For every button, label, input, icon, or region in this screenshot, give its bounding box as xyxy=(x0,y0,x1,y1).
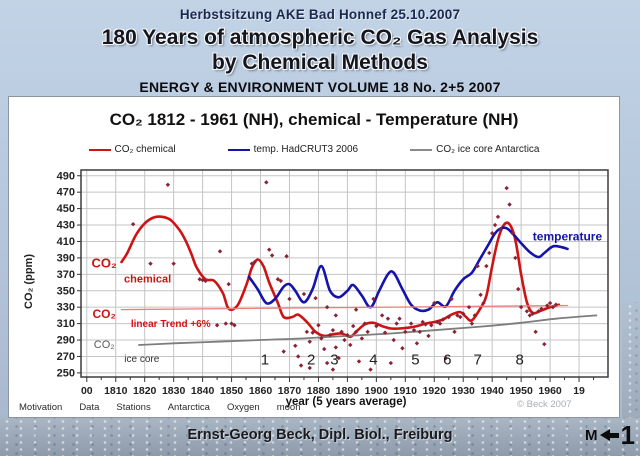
legend-item-ice-core: CO₂ ice core Antarctica xyxy=(410,144,540,155)
water-background xyxy=(0,418,640,456)
svg-text:CO₂: CO₂ xyxy=(92,307,115,321)
svg-text:19: 19 xyxy=(573,385,585,397)
svg-text:430: 430 xyxy=(57,220,75,232)
water-background-right xyxy=(622,302,640,418)
svg-text:ice core: ice core xyxy=(124,354,159,365)
svg-text:1910: 1910 xyxy=(394,385,418,397)
svg-text:1840: 1840 xyxy=(191,385,215,397)
svg-text:5: 5 xyxy=(411,352,419,369)
svg-text:1960: 1960 xyxy=(538,385,562,397)
legend-label: CO₂ chemical xyxy=(114,144,176,155)
svg-text:1850: 1850 xyxy=(220,385,244,397)
svg-text:6: 6 xyxy=(443,352,451,369)
svg-text:7: 7 xyxy=(474,352,482,369)
legend-label: CO₂ ice core Antarctica xyxy=(436,144,540,155)
svg-text:1810: 1810 xyxy=(104,385,128,397)
link-data[interactable]: Data xyxy=(79,402,100,413)
nav-page-number[interactable]: 1 xyxy=(620,420,635,450)
svg-text:8: 8 xyxy=(516,352,524,369)
svg-text:1: 1 xyxy=(261,352,269,369)
svg-text:1880: 1880 xyxy=(307,385,331,397)
footer-nav[interactable]: M 1 xyxy=(585,422,635,448)
svg-text:4: 4 xyxy=(369,352,377,369)
link-antarctica[interactable]: Antarctica xyxy=(167,402,210,413)
x-axis-label: year (5 years average) xyxy=(285,396,407,408)
svg-text:1920: 1920 xyxy=(423,385,447,397)
legend-item-chemical: CO₂ chemical xyxy=(88,144,176,155)
svg-text:1950: 1950 xyxy=(509,385,533,397)
co2-temperature-chart: 00 1810 1820 1830 1840 1850 1860 1870 1880 1890 19… xyxy=(57,169,609,397)
svg-text:250: 250 xyxy=(57,367,75,379)
blue-line-swatch xyxy=(227,148,250,151)
session-line: Herbstsitzung AKE Bad Honnef 25.10.2007 xyxy=(179,7,461,22)
svg-text:470: 470 xyxy=(57,187,75,199)
svg-text:330: 330 xyxy=(57,302,75,314)
slide-header: Herbstsitzung AKE Bad Honnef 25.10.2007 … xyxy=(0,0,640,95)
journal-line: ENERGY & ENVIRONMENT VOLUME 18 No. 2+5 2… xyxy=(139,79,501,95)
svg-text:290: 290 xyxy=(57,335,75,347)
nav-menu-button[interactable]: M xyxy=(585,426,598,444)
gray-line-swatch xyxy=(410,148,433,151)
svg-text:490: 490 xyxy=(57,170,75,182)
svg-text:linear Trend +6%: linear Trend +6% xyxy=(131,319,211,330)
svg-text:1900: 1900 xyxy=(365,385,389,397)
link-stations[interactable]: Stations xyxy=(116,402,151,413)
link-moon[interactable]: moon xyxy=(276,402,301,413)
svg-text:00: 00 xyxy=(81,385,93,397)
svg-text:450: 450 xyxy=(57,203,75,215)
svg-text:1860: 1860 xyxy=(249,385,273,397)
svg-text:350: 350 xyxy=(57,285,75,297)
chart-legend: CO₂ chemical temp. HadCRUT3 2006 CO₂ ice… xyxy=(9,144,619,155)
svg-text:1830: 1830 xyxy=(162,385,186,397)
svg-text:1890: 1890 xyxy=(336,385,360,397)
svg-text:310: 310 xyxy=(57,318,75,330)
author-credit: Ernst-Georg Beck, Dipl. Biol., Freiburg xyxy=(187,427,453,443)
red-line-swatch xyxy=(88,148,111,151)
svg-text:1930: 1930 xyxy=(452,385,476,397)
left-arrow-icon[interactable] xyxy=(599,429,619,442)
copyright-note: © Beck 2007 xyxy=(517,399,572,410)
slide-title-line2: by Chemical Methods xyxy=(212,51,428,74)
svg-text:270: 270 xyxy=(57,351,75,363)
svg-text:3: 3 xyxy=(330,352,338,369)
svg-text:1940: 1940 xyxy=(480,385,504,397)
chart-title: CO₂ 1812 - 1961 (NH), chemical - Tempera… xyxy=(109,110,519,129)
svg-text:370: 370 xyxy=(57,269,75,281)
legend-item-temperature: temp. HadCRUT3 2006 xyxy=(227,144,359,155)
svg-text:1870: 1870 xyxy=(278,385,302,397)
slide-nav-links: Motivation Data Stations Antarctica Oxyg… xyxy=(19,402,300,413)
y-axis-label: CO₂ (ppm) xyxy=(23,254,35,309)
svg-text:CO₂: CO₂ xyxy=(94,339,115,351)
chart-panel: CO₂ 1812 - 1961 (NH), chemical - Tempera… xyxy=(8,96,620,418)
svg-text:chemical: chemical xyxy=(124,273,171,285)
svg-text:2: 2 xyxy=(307,352,315,369)
legend-label: temp. HadCRUT3 2006 xyxy=(253,144,359,155)
svg-text:temperature: temperature xyxy=(533,230,603,244)
link-motivation[interactable]: Motivation xyxy=(19,402,63,413)
svg-text:410: 410 xyxy=(57,236,75,248)
link-oxygen[interactable]: Oxygen xyxy=(226,402,260,413)
svg-text:390: 390 xyxy=(57,252,75,264)
slide-title-line1: 180 Years of atmospheric CO₂ Gas Analysi… xyxy=(101,26,539,49)
svg-text:1820: 1820 xyxy=(133,385,157,397)
svg-text:CO₂: CO₂ xyxy=(92,256,118,271)
